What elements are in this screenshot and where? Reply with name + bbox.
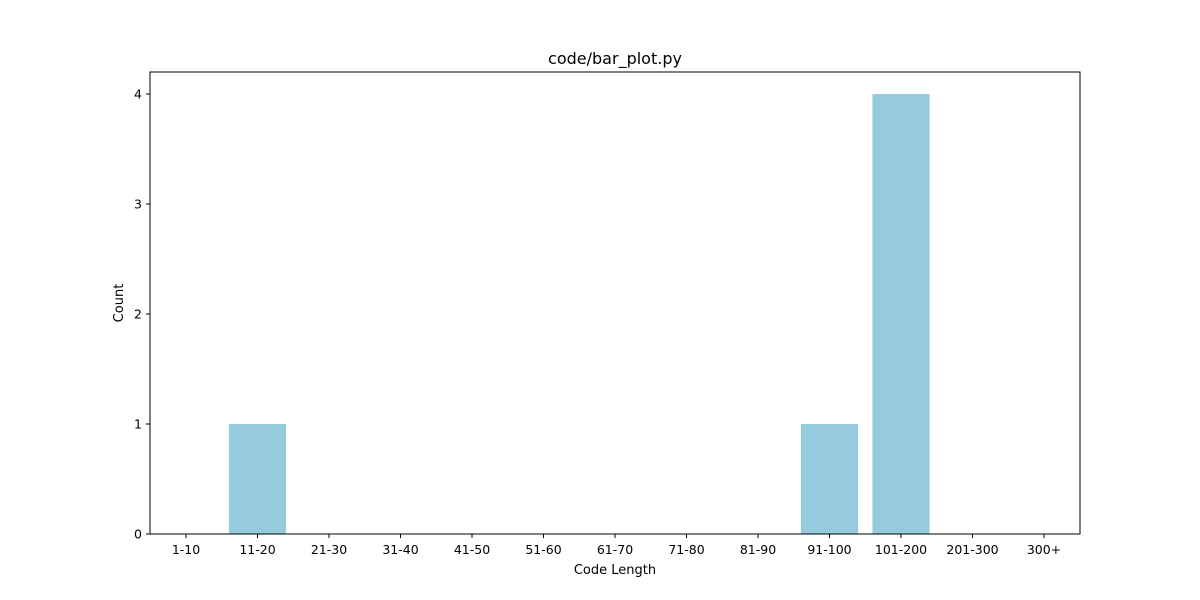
x-tick-label: 61-70 xyxy=(597,542,633,557)
bars-layer xyxy=(228,94,930,534)
chart-title: code/bar_plot.py xyxy=(548,49,682,69)
x-axis-label: Code Length xyxy=(574,563,656,578)
bar-101-200 xyxy=(872,94,930,534)
y-axis-ticks: 0 1 2 3 4 xyxy=(134,87,150,542)
x-tick-label: 91-100 xyxy=(807,542,851,557)
y-tick-label: 2 xyxy=(134,307,142,322)
x-tick-label: 71-80 xyxy=(668,542,704,557)
x-tick-label: 1-10 xyxy=(172,542,200,557)
x-tick-label: 31-40 xyxy=(382,542,418,557)
plot-frame xyxy=(149,71,1081,535)
y-axis-label: Count xyxy=(112,284,127,323)
x-tick-label: 41-50 xyxy=(454,542,490,557)
x-tick-label: 201-300 xyxy=(946,542,998,557)
x-tick-label: 51-60 xyxy=(525,542,561,557)
x-tick-label: 300+ xyxy=(1027,542,1061,557)
x-tick-label: 101-200 xyxy=(875,542,927,557)
x-tick-label: 81-90 xyxy=(740,542,776,557)
x-tick-label: 21-30 xyxy=(311,542,347,557)
bar-91-100 xyxy=(800,424,859,534)
x-tick-label: 11-20 xyxy=(239,542,275,557)
x-axis-ticks: 1-10 11-20 21-30 31-40 41-50 51-60 61-70 71-80 8… xyxy=(172,534,1061,557)
y-tick-label: 1 xyxy=(134,417,142,432)
y-tick-label: 4 xyxy=(134,87,142,102)
y-tick-label: 0 xyxy=(134,527,142,542)
bar-11-20 xyxy=(228,424,287,534)
y-tick-label: 3 xyxy=(134,197,142,212)
